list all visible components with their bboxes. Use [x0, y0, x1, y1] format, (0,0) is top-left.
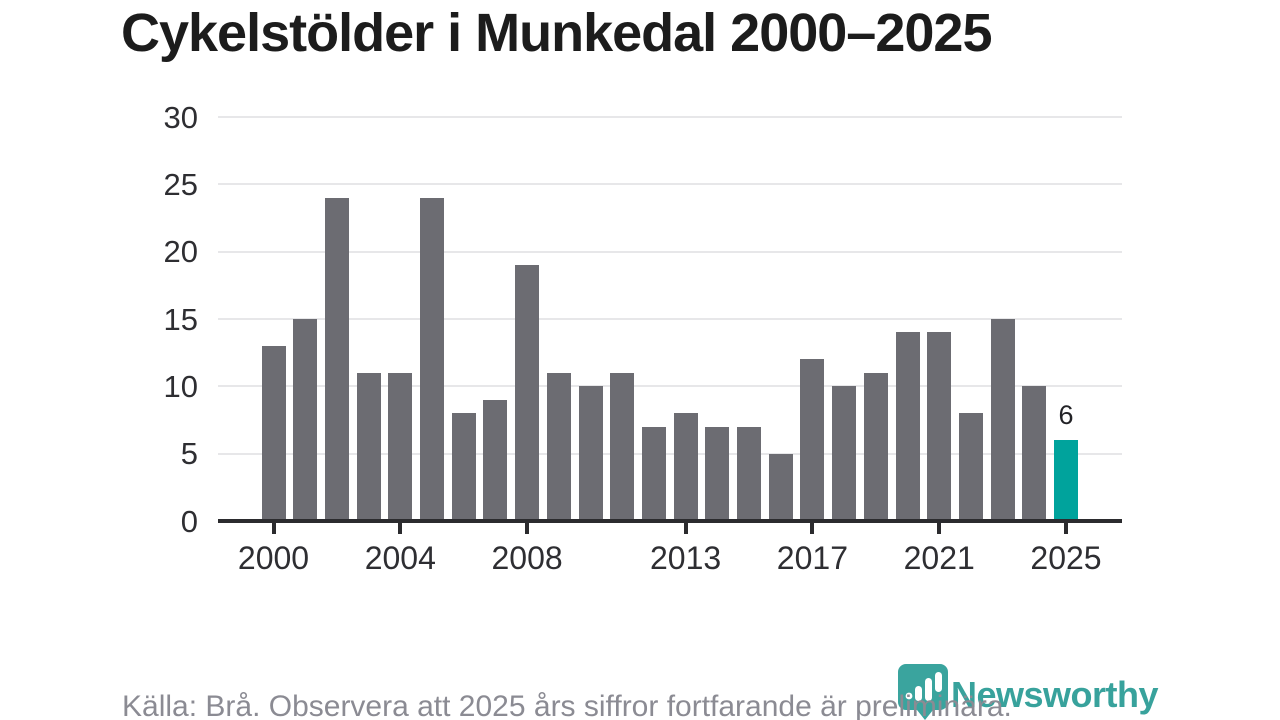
bar-2002	[324, 197, 349, 521]
bar-2014	[705, 426, 730, 521]
gridline-15	[218, 318, 1122, 320]
x-tick-2013	[683, 523, 688, 534]
x-tick-label-2017: 2017	[776, 540, 848, 576]
y-tick-label-25: 25	[163, 166, 198, 202]
x-axis-line	[218, 519, 1122, 523]
x-tick-2021	[937, 523, 942, 534]
bar-2005	[420, 197, 444, 521]
highlight-value-label: 6	[1058, 400, 1074, 431]
bar-2019	[863, 372, 888, 521]
gridline-5	[218, 452, 1122, 455]
x-tick-label-2025: 2025	[1030, 540, 1102, 576]
newsworthy-logo-text: Newsworthy	[951, 674, 1159, 715]
x-tick-2025	[1064, 523, 1068, 534]
y-tick-label-15: 15	[163, 301, 198, 337]
bar-2004	[388, 372, 413, 521]
bar-2003	[356, 372, 381, 521]
bar-2024	[1022, 386, 1047, 521]
bar-2008	[515, 265, 540, 521]
source-note: Källa: Brå. Observera att 2025 års siffr…	[122, 690, 1012, 720]
y-tick-label-30: 30	[163, 99, 198, 135]
x-tick-2008	[525, 523, 530, 534]
chart-title: Cykelstölder i Munkedal 2000–2025	[121, 3, 992, 63]
x-tick-2000	[271, 523, 276, 534]
bar-2009	[546, 372, 571, 521]
newsworthy-logo: Newsworthy	[898, 664, 1159, 720]
bar-2017	[800, 359, 825, 521]
gridline-10	[218, 385, 1122, 388]
bar-2022	[958, 413, 983, 521]
y-tick-label-0: 0	[180, 503, 198, 539]
bar-2015	[737, 426, 761, 521]
bar-2016	[768, 453, 793, 521]
x-tick-label-2021: 2021	[903, 540, 975, 576]
y-tick-label-20: 20	[163, 234, 198, 270]
bar-2007	[483, 399, 508, 521]
bar-2000	[261, 345, 286, 521]
bar-2013	[673, 413, 698, 521]
gridline-20	[218, 250, 1122, 253]
bar-2025	[1054, 440, 1078, 521]
x-tick-2017	[810, 523, 815, 534]
gridline-25	[218, 183, 1122, 186]
newsworthy-logo-icon	[898, 664, 948, 720]
x-tick-label-2008: 2008	[491, 540, 563, 576]
bar-2021	[927, 332, 952, 521]
bar-2018	[832, 386, 857, 521]
bar-2006	[451, 413, 476, 521]
bar-2010	[578, 386, 603, 521]
x-tick-2004	[398, 523, 403, 534]
x-tick-label-2004: 2004	[364, 540, 436, 576]
bar-2023	[990, 319, 1015, 521]
bar-2020	[895, 332, 920, 521]
gridline-30	[218, 116, 1122, 118]
x-tick-label-2000: 2000	[237, 540, 310, 576]
y-tick-label-5: 5	[180, 436, 198, 472]
bar-2011	[610, 372, 635, 521]
bar-2001	[293, 319, 318, 521]
y-tick-label-10: 10	[163, 368, 198, 404]
x-tick-label-2013: 2013	[650, 540, 722, 576]
bar-2012	[641, 426, 666, 521]
